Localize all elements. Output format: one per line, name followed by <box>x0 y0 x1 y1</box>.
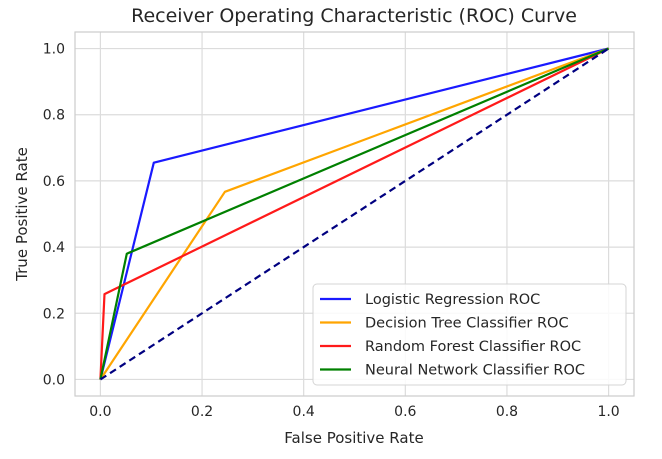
x-tick-label: 0.8 <box>496 404 518 420</box>
grid <box>75 32 634 396</box>
legend-box <box>312 283 627 386</box>
y-tick-label: 0.2 <box>43 306 65 322</box>
y-tick-label: 0.4 <box>43 240 65 256</box>
series-line-random-forest-classifier-roc <box>99 47 610 380</box>
series-line-logistic-regression-roc <box>99 47 609 380</box>
y-tick-label: 0.0 <box>43 372 65 388</box>
legend-label: Decision Tree Classifier ROC <box>365 316 569 332</box>
x-tick-label: 0.0 <box>89 404 111 420</box>
legend-label: Neural Network Classifier ROC <box>365 363 585 379</box>
x-tick-label: 0.4 <box>293 404 315 420</box>
series-line-decision-tree-classifier-roc <box>99 47 609 381</box>
ticks: 0.0 0.2 0.4 0.6 0.8 1.0 0.0 0.2 0.4 0.6 0.8 1.0 <box>43 42 620 420</box>
plot-border <box>74 31 635 397</box>
series-layer <box>99 47 610 381</box>
y-axis-label: True Positive Rate <box>13 147 31 282</box>
legend: Logistic Regression ROC Decision Tree Cla… <box>312 283 627 386</box>
y-tick-label: 1.0 <box>43 42 65 58</box>
x-axis-label: False Positive Rate <box>284 429 423 447</box>
y-tick-label: 0.8 <box>43 108 65 124</box>
x-tick-label: 0.2 <box>191 404 213 420</box>
series-line-neural-network-classifier-roc <box>99 47 610 380</box>
legend-label: Random Forest Classifier ROC <box>365 339 581 355</box>
x-tick-label: 1.0 <box>597 404 619 420</box>
plot-frame <box>74 31 635 397</box>
reference-diagonal-line <box>99 47 610 381</box>
chart-title: Receiver Operating Characteristic (ROC) … <box>131 5 577 27</box>
x-tick-label: 0.6 <box>394 404 416 420</box>
y-tick-label: 0.6 <box>43 174 65 190</box>
legend-label: Logistic Regression ROC <box>365 292 540 308</box>
